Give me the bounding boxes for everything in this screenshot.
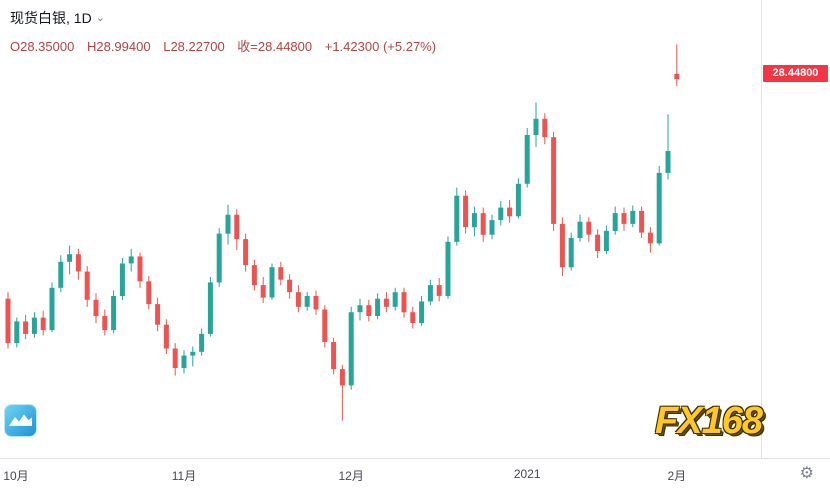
time-axis[interactable]: 10月 11月 12月 2021 2月 ⚙ [0,458,830,489]
time-axis-label: 2021 [513,467,541,481]
ohlc-open-value: O28.35000 [10,39,75,54]
ohlc-change-value: +1.42300 (+5.27%) [324,39,437,54]
ohlc-high-value: H28.99400 [86,39,151,54]
candlestick-chart[interactable] [0,0,830,458]
chevron-down-icon[interactable]: ⌄ [95,12,105,24]
time-axis-label: 10月 [3,469,29,483]
gear-icon[interactable]: ⚙ [799,465,814,482]
price-axis-border [761,0,762,458]
last-price-label: 28.44800 [763,65,828,82]
last-price-text: 28.44800 [772,67,819,79]
fx168-logo-text: FX168 [655,400,763,442]
symbol-title[interactable]: 现货白银, 1D [10,10,92,26]
ohlc-close-value: 收=28.44800 [237,39,313,54]
time-axis-label: 11月 [171,469,197,483]
ohlc-readout: O28.35000 H28.99400 L28.22700 收=28.44800… [10,36,445,55]
ohlc-low-value: L28.22700 [163,39,225,54]
chart-app-logo-icon[interactable] [4,404,37,437]
time-axis-label: 2月 [667,469,687,483]
fx168-logo: FX168 [655,400,763,443]
time-axis-label: 12月 [338,469,364,483]
symbol-legend: 现货白银, 1D ⌄ O28.35000 H28.99400 L28.22700… [10,8,445,55]
